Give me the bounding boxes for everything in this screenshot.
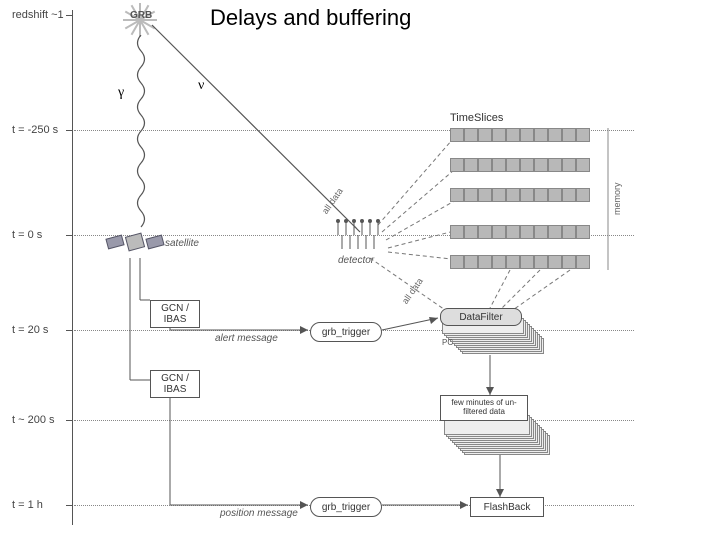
grb-trigger-1: grb_trigger (310, 322, 382, 342)
gcn-box-2: GCN / IBAS (150, 370, 200, 398)
detector-label: detector (338, 255, 374, 266)
buffered-data-label: few minutes of un-filtered data (440, 395, 528, 421)
datafilter-stack: DataFilter PC (440, 308, 550, 356)
flashback-box: FlashBack (470, 497, 544, 517)
timeslice-row (450, 128, 590, 142)
timeslice-row (450, 188, 590, 202)
diagram-lines (0, 0, 720, 540)
satellite-icon (105, 225, 165, 264)
buffered-stack: few minutes of un-filtered data (440, 395, 560, 453)
alert-message-label: alert message (215, 333, 278, 344)
position-message-label: position message (220, 508, 298, 519)
timeslice-row (450, 255, 590, 269)
datafilter-label: DataFilter (440, 308, 522, 326)
memory-label: memory (612, 182, 622, 215)
timeslice-row (450, 158, 590, 172)
satellite-label: satellite (165, 238, 199, 249)
nu-symbol: ν (198, 78, 204, 94)
grb-trigger-2: grb_trigger (310, 497, 382, 517)
gcn-box-1: GCN / IBAS (150, 300, 200, 328)
timeslices-label: TimeSlices (450, 112, 503, 124)
timeslice-row (450, 225, 590, 239)
pc-label: PC (442, 338, 453, 347)
